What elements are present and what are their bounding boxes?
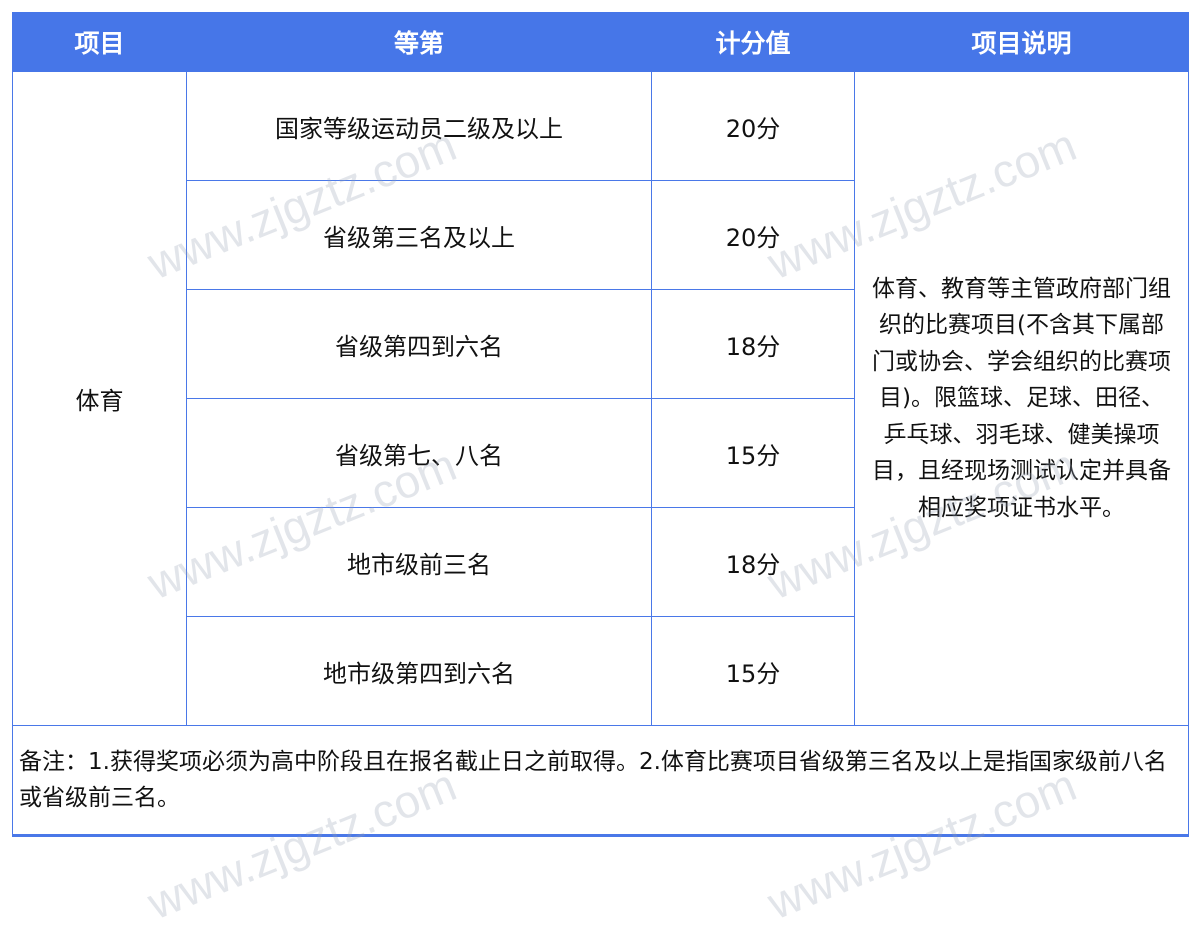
header-level: 等第 — [186, 12, 652, 72]
description-cell: 体育、教育等主管政府部门组织的比赛项目(不含其下属部门或协会、学会组织的比赛项目… — [854, 71, 1189, 726]
level-cell: 国家等级运动员二级及以上 — [186, 71, 652, 181]
level-cell: 省级第四到六名 — [186, 289, 652, 399]
score-cell: 20分 — [651, 180, 855, 290]
level-cell: 地市级前三名 — [186, 507, 652, 617]
score-cell: 20分 — [651, 71, 855, 181]
level-cell: 省级第七、八名 — [186, 398, 652, 508]
table-row: 地市级第四到六名 15分 — [13, 616, 1189, 726]
header-item: 项目 — [12, 12, 187, 72]
sports-scoring-table: 项目 等第 计分值 项目说明 体育 国家等级运动员二级及以上 20分 体育、教育… — [12, 12, 1189, 837]
header-score: 计分值 — [651, 12, 855, 72]
level-cell: 省级第三名及以上 — [186, 180, 652, 290]
note-row: 备注：1.获得奖项必须为高中阶段且在报名截止日之前取得。2.体育比赛项目省级第三… — [12, 725, 1189, 837]
category-cell: 体育 — [12, 71, 187, 726]
score-cell: 15分 — [651, 398, 855, 508]
table-row: 省级第三名及以上 20分 — [13, 180, 1189, 290]
score-cell: 18分 — [651, 289, 855, 399]
header-row: 项目 等第 计分值 项目说明 — [12, 12, 1189, 72]
level-cell: 地市级第四到六名 — [186, 616, 652, 726]
table-row: 省级第七、八名 15分 — [13, 398, 1189, 508]
note-text: 备注：1.获得奖项必须为高中阶段且在报名截止日之前取得。2.体育比赛项目省级第三… — [12, 725, 1189, 837]
header-description: 项目说明 — [854, 12, 1189, 72]
table-row: 体育 国家等级运动员二级及以上 20分 体育、教育等主管政府部门组织的比赛项目(… — [12, 71, 1189, 726]
score-cell: 18分 — [651, 507, 855, 617]
score-cell: 15分 — [651, 616, 855, 726]
